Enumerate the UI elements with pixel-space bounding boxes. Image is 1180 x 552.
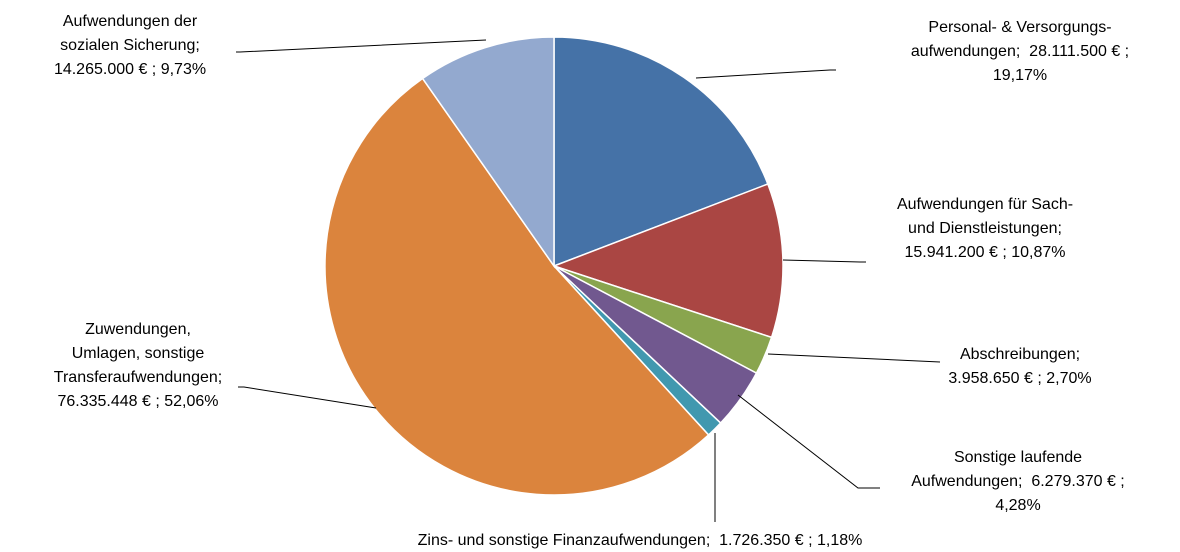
data-label: 19,17% — [993, 67, 1047, 84]
data-label: 76.335.448 € ; 52,06% — [57, 393, 218, 410]
leader-line — [695, 69, 836, 79]
data-label: 15.941.200 € ; 10,87% — [904, 244, 1065, 261]
leader-line — [767, 353, 941, 363]
leader-line — [236, 39, 487, 53]
leader-line — [238, 386, 377, 409]
data-label: Umlagen, sonstige — [72, 345, 205, 362]
data-label: sozialen Sicherung; — [60, 37, 200, 54]
leader-line — [782, 259, 866, 263]
data-label: Personal- & Versorgungs- — [928, 19, 1111, 36]
data-label: Zuwendungen, — [85, 321, 191, 338]
data-label: Aufwendungen der — [63, 13, 198, 30]
data-label: Aufwendungen für Sach- — [897, 196, 1073, 213]
data-label: Zins- und sonstige Finanzaufwendungen; 1… — [418, 532, 863, 549]
data-label: und Dienstleistungen; — [908, 220, 1062, 237]
leader-line — [737, 394, 880, 489]
pie-slice — [324, 77, 710, 496]
data-label: 3.958.650 € ; 2,70% — [948, 370, 1091, 387]
pie-slice — [421, 36, 555, 269]
data-label: aufwendungen; 28.111.500 € ; — [911, 43, 1129, 60]
data-label: 14.265.000 € ; 9,73% — [54, 61, 206, 78]
data-label: 4,28% — [995, 497, 1040, 514]
data-label: Abschreibungen; — [960, 346, 1080, 363]
data-label: Sonstige laufende — [954, 449, 1082, 466]
pie-slice — [551, 183, 784, 339]
pie-slice — [553, 36, 769, 268]
data-label: Transferaufwendungen; — [54, 369, 222, 386]
data-label: Aufwendungen; 6.279.370 € ; — [911, 473, 1125, 490]
